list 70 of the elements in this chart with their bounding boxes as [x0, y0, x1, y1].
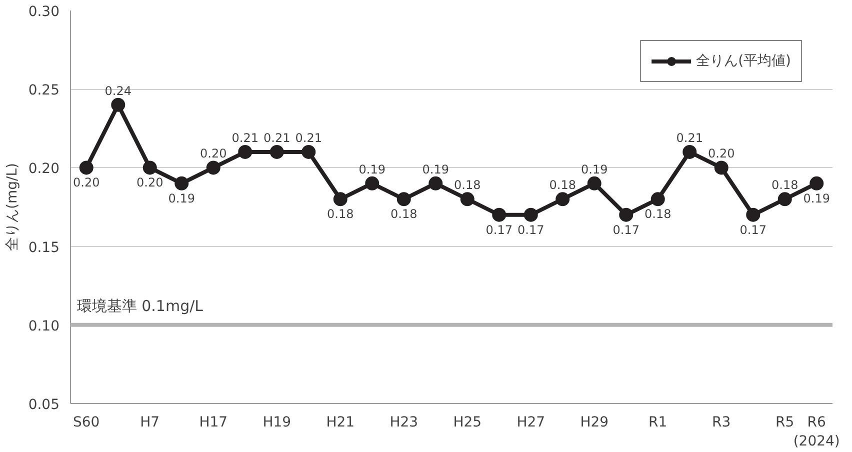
text: 0.24 [104, 84, 132, 98]
point [460, 192, 474, 206]
y-tick-label: 0.10 [28, 318, 60, 334]
point [174, 176, 189, 190]
y-tick-label: 0.30 [28, 4, 60, 20]
x-tick-label: H17 [199, 414, 228, 430]
point [142, 160, 157, 175]
x-tick-label: H21 [326, 414, 355, 430]
text: 0.17 [740, 222, 766, 237]
point [365, 176, 380, 190]
y-tick-label: 0.05 [28, 397, 60, 413]
text: 0.19 [168, 191, 195, 206]
text: 0.18 [644, 207, 672, 222]
point [778, 192, 792, 206]
text: 0.20 [200, 146, 227, 161]
point [587, 176, 602, 190]
text: 0.17 [612, 222, 640, 237]
y-axis-title: 全りん(mg/L) [4, 163, 20, 251]
y-tick-label: 0.15 [28, 240, 60, 256]
point [396, 192, 411, 206]
point [682, 144, 697, 159]
text: 0.18 [549, 178, 576, 192]
x-tick-label: S60 [73, 414, 100, 430]
x-tick-label: H7 [140, 414, 160, 430]
text: 0.21 [232, 130, 258, 145]
y-tick-label: 0.25 [28, 82, 60, 99]
text: 0.18 [772, 178, 798, 192]
text: 0.17 [486, 222, 512, 237]
text: 0.20 [708, 146, 735, 161]
text: 0.18 [327, 207, 354, 222]
text: 0.20 [73, 176, 100, 190]
x-tick-label: H23 [390, 414, 418, 430]
point [492, 208, 506, 222]
point [556, 192, 570, 206]
point [619, 208, 634, 222]
point [746, 208, 760, 222]
point [270, 144, 284, 159]
x-tick-label: H29 [580, 414, 609, 430]
text: 0.19 [358, 162, 386, 176]
x-tick-label: R3 [712, 414, 731, 430]
text: 0.18 [454, 178, 481, 192]
ref-line-label: 環境基準 0.1mg/L [76, 296, 204, 315]
point [79, 160, 94, 175]
point [302, 144, 316, 159]
point [238, 144, 252, 159]
x-tick-label: H25 [453, 414, 482, 430]
legend-label: 全りん(平均値) [696, 52, 791, 70]
x-tick-label: H27 [516, 414, 546, 430]
text: 0.18 [390, 207, 418, 222]
point [810, 176, 824, 190]
text: 0.17 [518, 222, 544, 237]
point [206, 160, 220, 175]
point [524, 208, 538, 222]
text: 0.20 [136, 176, 164, 190]
text: 0.19 [581, 162, 608, 176]
point [333, 192, 348, 206]
x-tick-label: R5 [776, 414, 794, 430]
point [714, 160, 728, 175]
point [428, 176, 443, 190]
text: 0.21 [295, 130, 322, 145]
point [111, 98, 126, 112]
point [650, 192, 665, 206]
x-tick-label: H19 [262, 414, 292, 430]
x-tick-label: R6 (2024) [793, 414, 840, 450]
y-tick-label: 0.20 [28, 161, 60, 178]
text: 0.19 [422, 162, 449, 176]
text: 0.21 [676, 130, 703, 145]
text: 0.21 [264, 130, 290, 145]
x-tick-label: R1 [648, 414, 668, 430]
text: 0.19 [803, 191, 830, 206]
